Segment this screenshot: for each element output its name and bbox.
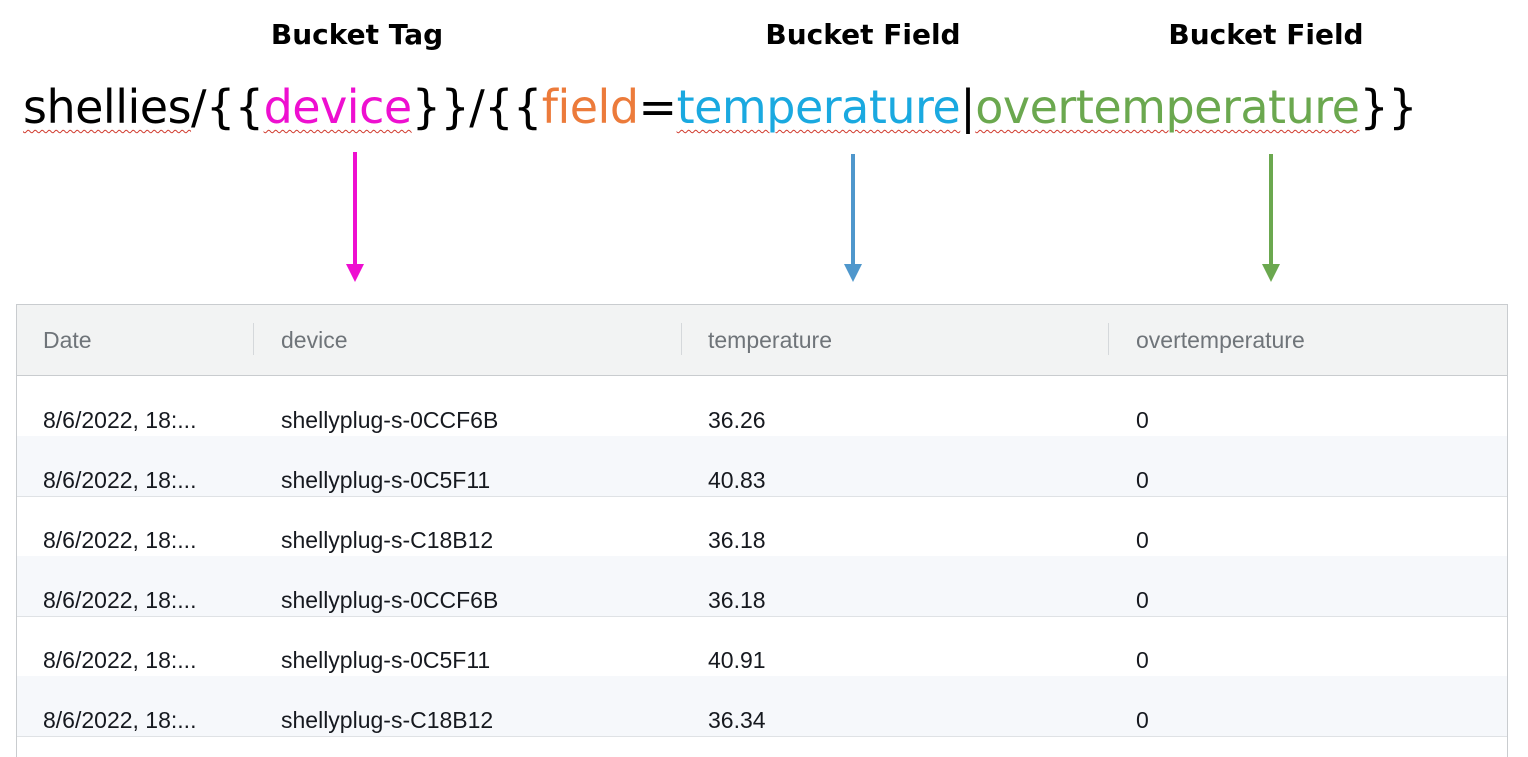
- template-overtemperature-token: overtemperature: [975, 80, 1360, 134]
- column-divider[interactable]: [253, 323, 254, 355]
- column-header-temperature[interactable]: temperature: [708, 327, 833, 353]
- column-divider[interactable]: [681, 323, 682, 355]
- bucket-tag-label: Bucket Tag: [270, 18, 444, 51]
- cell-device: shellyplug-s-0C5F11: [281, 467, 491, 493]
- template-device-token: device: [263, 80, 413, 134]
- cell-date: 8/6/2022, 18:...: [43, 587, 197, 613]
- results-table: Date device temperature overtemperature …: [16, 304, 1508, 757]
- cell-temperature: 36.26: [708, 407, 766, 433]
- cell-device: shellyplug-s-0CCF6B: [281, 587, 499, 613]
- cell-overtemperature: 0: [1136, 587, 1149, 613]
- template-open-braces: {{: [206, 80, 264, 134]
- template-slash: /: [191, 80, 207, 134]
- table-row[interactable]: 8/6/2022, 18:... shellyplug-s-0C5F11 40.…: [17, 436, 1507, 497]
- column-header-overtemperature[interactable]: overtemperature: [1136, 327, 1305, 353]
- cell-date: 8/6/2022, 18:...: [43, 647, 197, 673]
- cell-device: shellyplug-s-C18B12: [281, 707, 494, 733]
- cell-device: shellyplug-s-0C5F11: [281, 647, 491, 673]
- template-open-braces: {{: [484, 80, 542, 134]
- cell-date: 8/6/2022, 18:...: [43, 407, 197, 433]
- cell-temperature: 40.91: [708, 647, 766, 673]
- cell-temperature: 40.83: [708, 467, 766, 493]
- template-equals: =: [638, 80, 678, 134]
- table-row[interactable]: 8/6/2022, 18:... shellyplug-s-C18B12 36.…: [17, 496, 1507, 557]
- cell-temperature: 36.18: [708, 587, 766, 613]
- table-row[interactable]: 8/6/2022, 18:... shellyplug-s-0CCF6B 36.…: [17, 556, 1507, 617]
- table-header: Date device temperature overtemperature: [17, 305, 1507, 376]
- template-temperature-token: temperature: [676, 80, 961, 134]
- cell-overtemperature: 0: [1136, 467, 1149, 493]
- table-row[interactable]: 8/6/2022, 18:... shellyplug-s-0CCF6B 36.…: [17, 376, 1507, 437]
- arrow-device-head: [346, 264, 364, 282]
- cell-date: 8/6/2022, 18:...: [43, 467, 197, 493]
- bucket-field-label-temperature: Bucket Field: [765, 18, 961, 51]
- template-close-braces: }}: [1359, 80, 1417, 134]
- template-close-braces: }}: [411, 80, 470, 134]
- cell-date: 8/6/2022, 18:...: [43, 707, 197, 733]
- cell-temperature: 36.34: [708, 707, 766, 733]
- cell-overtemperature: 0: [1136, 527, 1149, 553]
- table-row[interactable]: 8/6/2022, 18:... shellyplug-s-0C5F11 40.…: [17, 616, 1507, 677]
- arrow-overtemperature-head: [1262, 264, 1280, 282]
- column-divider[interactable]: [1108, 323, 1109, 355]
- cell-device: shellyplug-s-0CCF6B: [281, 407, 499, 433]
- column-header-date[interactable]: Date: [43, 327, 92, 353]
- template-slash: /: [469, 80, 485, 134]
- cell-overtemperature: 0: [1136, 707, 1149, 733]
- arrow-temperature-head: [844, 264, 862, 282]
- cell-temperature: 36.18: [708, 527, 766, 553]
- template-pipe: |: [960, 80, 976, 134]
- cell-overtemperature: 0: [1136, 647, 1149, 673]
- topic-template: shellies/{{device}}/{{field=temperature|…: [23, 72, 1417, 142]
- bucket-field-label-overtemperature: Bucket Field: [1168, 18, 1364, 51]
- cell-device: shellyplug-s-C18B12: [281, 527, 494, 553]
- column-header-device[interactable]: device: [281, 327, 348, 353]
- template-prefix: shellies: [23, 80, 192, 134]
- template-field-token: field: [541, 80, 639, 134]
- cell-overtemperature: 0: [1136, 407, 1149, 433]
- cell-date: 8/6/2022, 18:...: [43, 527, 197, 553]
- table-row[interactable]: 8/6/2022, 18:... shellyplug-s-C18B12 36.…: [17, 676, 1507, 737]
